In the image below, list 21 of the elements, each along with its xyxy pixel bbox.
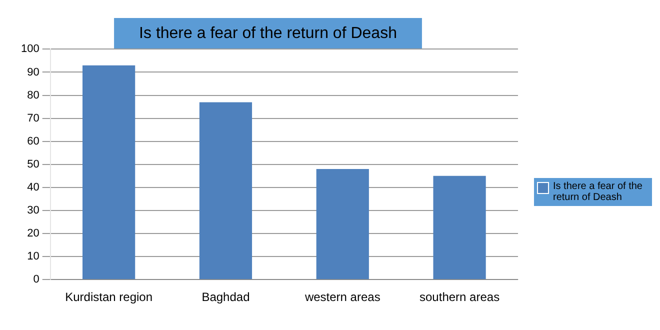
bar [316, 169, 369, 280]
y-tick-label: 60 [27, 135, 40, 148]
x-tick-label: Baghdad [202, 290, 250, 304]
x-tick-label: western areas [304, 290, 380, 304]
bar [82, 65, 136, 280]
x-tick-label: Kurdistan region [65, 290, 153, 304]
bar [199, 102, 252, 280]
y-tick-label: 70 [27, 112, 40, 124]
y-tick-label: 30 [27, 204, 40, 217]
y-tick-label: 50 [27, 158, 40, 170]
y-tick-label: 0 [33, 274, 40, 286]
y-tick-label: 40 [27, 181, 40, 194]
y-tick-label: 20 [27, 228, 40, 240]
chart-title: Is there a fear of the return of Deash [139, 25, 397, 42]
legend-label: Is there a fear of the return of Deash [553, 181, 644, 203]
y-tick-label: 100 [20, 43, 40, 56]
y-tick-label: 90 [27, 66, 40, 78]
x-tick-label: southern areas [420, 290, 500, 304]
y-tick-label: 80 [27, 89, 40, 102]
y-tick-label: 10 [27, 250, 40, 263]
bar [433, 176, 486, 280]
